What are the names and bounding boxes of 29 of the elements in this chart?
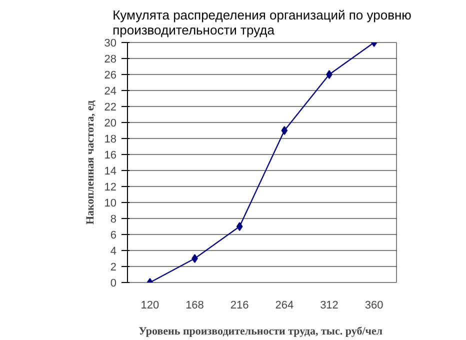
x-tick-label: 360 [364, 300, 384, 312]
y-tick-label: 26 [104, 70, 117, 82]
x-tick-label: 216 [230, 300, 249, 312]
y-tick-label: 14 [104, 166, 117, 178]
y-tick-label: 28 [104, 54, 117, 66]
y-tick-label: 18 [104, 134, 117, 146]
point [326, 70, 332, 79]
x-axis-title: Уровень производительности труда, тыс. руб/чел [138, 326, 383, 338]
y-tick-label: 20 [104, 118, 117, 130]
point [192, 254, 198, 263]
x-tick-label: 120 [140, 300, 160, 312]
y-tick-label: 4 [110, 246, 117, 258]
y-tick-label: 12 [104, 182, 117, 194]
point [281, 126, 288, 135]
chart-title: Кумулята распределения организаций по уровню производительности труда [112, 8, 412, 38]
x-tick-label: 168 [186, 300, 204, 312]
x-tick-label: 312 [320, 300, 338, 312]
y-tick-label: 8 [110, 214, 117, 226]
y-tick-label: 22 [104, 102, 117, 114]
x-tick-label: 264 [275, 300, 294, 312]
y-tick-label: 30 [104, 38, 117, 50]
y-tick-label: 2 [110, 262, 117, 274]
y-tick-label: 6 [110, 230, 117, 242]
y-tick-label: 16 [104, 150, 117, 162]
y-tick-label: 24 [104, 86, 117, 98]
y-tick-label: 10 [104, 198, 117, 210]
y-tick-label: 0 [110, 278, 117, 290]
y-axis-title: Накопленная частота, ед [84, 100, 96, 225]
point [236, 222, 243, 231]
